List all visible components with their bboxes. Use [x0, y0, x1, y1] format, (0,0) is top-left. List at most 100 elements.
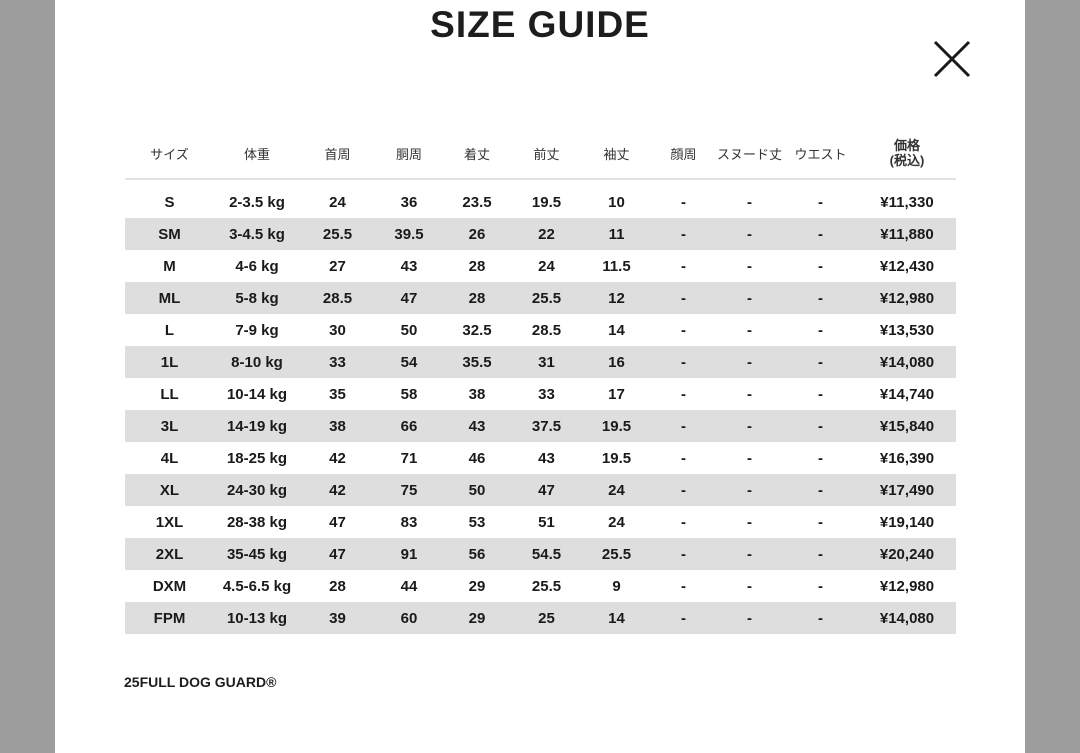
table-cell: 58: [400, 385, 418, 403]
table-cell: L: [164, 321, 175, 339]
table-cell: 71: [400, 449, 418, 467]
table-cell: -: [747, 193, 752, 211]
table-cell: 7-9 kg: [235, 321, 279, 339]
table-cell: 29: [468, 609, 486, 627]
table-cell: -: [747, 417, 752, 435]
table-cell: XL: [159, 481, 180, 499]
table-cell: -: [747, 257, 752, 275]
table-cell: ¥12,980: [879, 577, 935, 595]
header-price-line: 価格: [893, 138, 920, 153]
table-cell: 24: [608, 513, 625, 531]
table-cell: 2-3.5 kg: [229, 193, 285, 211]
table-cell: 8-10 kg: [231, 353, 283, 371]
table-cell: 5-8 kg: [235, 289, 279, 307]
table-cell: 47: [538, 481, 555, 499]
table-cell: ¥19,140: [879, 513, 935, 531]
table-cell: 36: [400, 193, 418, 211]
table-cell: ¥14,740: [879, 385, 935, 403]
column-header: 首周: [324, 146, 351, 162]
table-row: 3L 14-19 kg 38 66 43 37.5 19.5 - - - ¥15,840: [125, 410, 956, 442]
column-header: 袖丈: [603, 146, 630, 162]
table-cell: 75: [400, 481, 418, 499]
table-cell: 16: [608, 353, 625, 371]
table-cell: 33: [538, 385, 555, 403]
table-cell: 25.5: [601, 545, 632, 563]
table-cell: 26: [468, 225, 486, 243]
table-cell: 50: [468, 481, 486, 499]
header-price-tax-line: (税込): [889, 153, 925, 168]
table-cell: -: [818, 417, 823, 435]
table-cell: 3-4.5 kg: [229, 225, 285, 243]
table-cell: -: [747, 353, 752, 371]
table-cell: 25: [538, 609, 555, 627]
table-cell: -: [818, 225, 823, 243]
table-cell: 24: [538, 257, 555, 275]
table-cell: 28: [329, 577, 346, 595]
table-cell: 38: [468, 385, 486, 403]
table-cell: ¥16,390: [879, 449, 935, 467]
table-cell: 10-14 kg: [226, 385, 288, 403]
table-row: DXM 4.5-6.5 kg 28 44 29 25.5 9 - - - ¥12,980: [125, 570, 956, 602]
product-name: 25FULL DOG GUARD®: [124, 674, 277, 690]
table-cell: ¥14,080: [879, 353, 935, 371]
table-row: ML 5-8 kg 28.5 47 28 25.5 12 - - - ¥12,980: [125, 282, 956, 314]
table-cell: 37.5: [531, 417, 562, 435]
table-cell: 31: [538, 353, 555, 371]
table-cell: -: [681, 353, 686, 371]
table-cell: 43: [400, 257, 418, 275]
table-cell: 56: [468, 545, 486, 563]
table-cell: 25.5: [531, 289, 562, 307]
table-cell: -: [747, 449, 752, 467]
table-cell: 28.5: [322, 289, 353, 307]
table-row: SM 3-4.5 kg 25.5 39.5 26 22 11 - - - ¥11,880: [125, 218, 956, 250]
table-row: XL 24-30 kg 42 75 50 47 24 - - - ¥17,490: [125, 474, 956, 506]
table-cell: 2XL: [155, 545, 184, 563]
table-cell: -: [681, 481, 686, 499]
table-cell: 11.5: [602, 257, 631, 275]
table-row: M 4-6 kg 27 43 28 24 11.5 - - - ¥12,430: [125, 250, 956, 282]
table-cell: 83: [400, 513, 418, 531]
column-header: 価格 (税込): [858, 138, 956, 168]
table-cell: -: [818, 577, 823, 595]
table-cell: 38: [329, 417, 346, 435]
table-cell: 42: [329, 481, 346, 499]
table-cell: -: [818, 513, 823, 531]
column-header: ウエスト: [794, 146, 847, 162]
table-cell: -: [818, 321, 823, 339]
table-cell: 42: [329, 449, 346, 467]
table-cell: -: [747, 545, 752, 563]
table-cell: 18-25 kg: [226, 449, 288, 467]
table-cell: 91: [400, 545, 418, 563]
table-cell: 47: [329, 545, 346, 563]
table-cell: 25.5: [531, 577, 562, 595]
table-cell: ¥11,880: [880, 225, 934, 243]
table-cell: -: [747, 577, 752, 595]
column-header: 着丈: [463, 146, 490, 162]
table-cell: -: [747, 289, 752, 307]
table-cell: 43: [538, 449, 555, 467]
table-cell: 9: [612, 577, 621, 595]
table-cell: DXM: [152, 577, 187, 595]
column-header: 胴周: [395, 146, 422, 162]
table-cell: -: [747, 385, 752, 403]
table-cell: 54: [400, 353, 418, 371]
table-cell: FPM: [153, 609, 186, 627]
table-cell: -: [681, 513, 686, 531]
table-cell: 28.5: [531, 321, 562, 339]
table-cell: 33: [329, 353, 346, 371]
table-cell: M: [163, 257, 176, 275]
close-button[interactable]: [933, 40, 971, 78]
table-cell: 11: [608, 225, 625, 243]
table-cell: 28: [468, 257, 486, 275]
table-cell: -: [818, 385, 823, 403]
table-cell: 14: [608, 609, 625, 627]
table-cell: 29: [468, 577, 486, 595]
table-cell: 39.5: [394, 225, 424, 243]
table-cell: ¥20,240: [879, 545, 935, 563]
table-cell: 60: [400, 609, 418, 627]
column-header: サイズ: [150, 146, 189, 162]
table-cell: ¥14,080: [879, 609, 935, 627]
table-cell: -: [747, 481, 752, 499]
table-cell: 12: [608, 289, 625, 307]
table-cell: -: [818, 289, 823, 307]
